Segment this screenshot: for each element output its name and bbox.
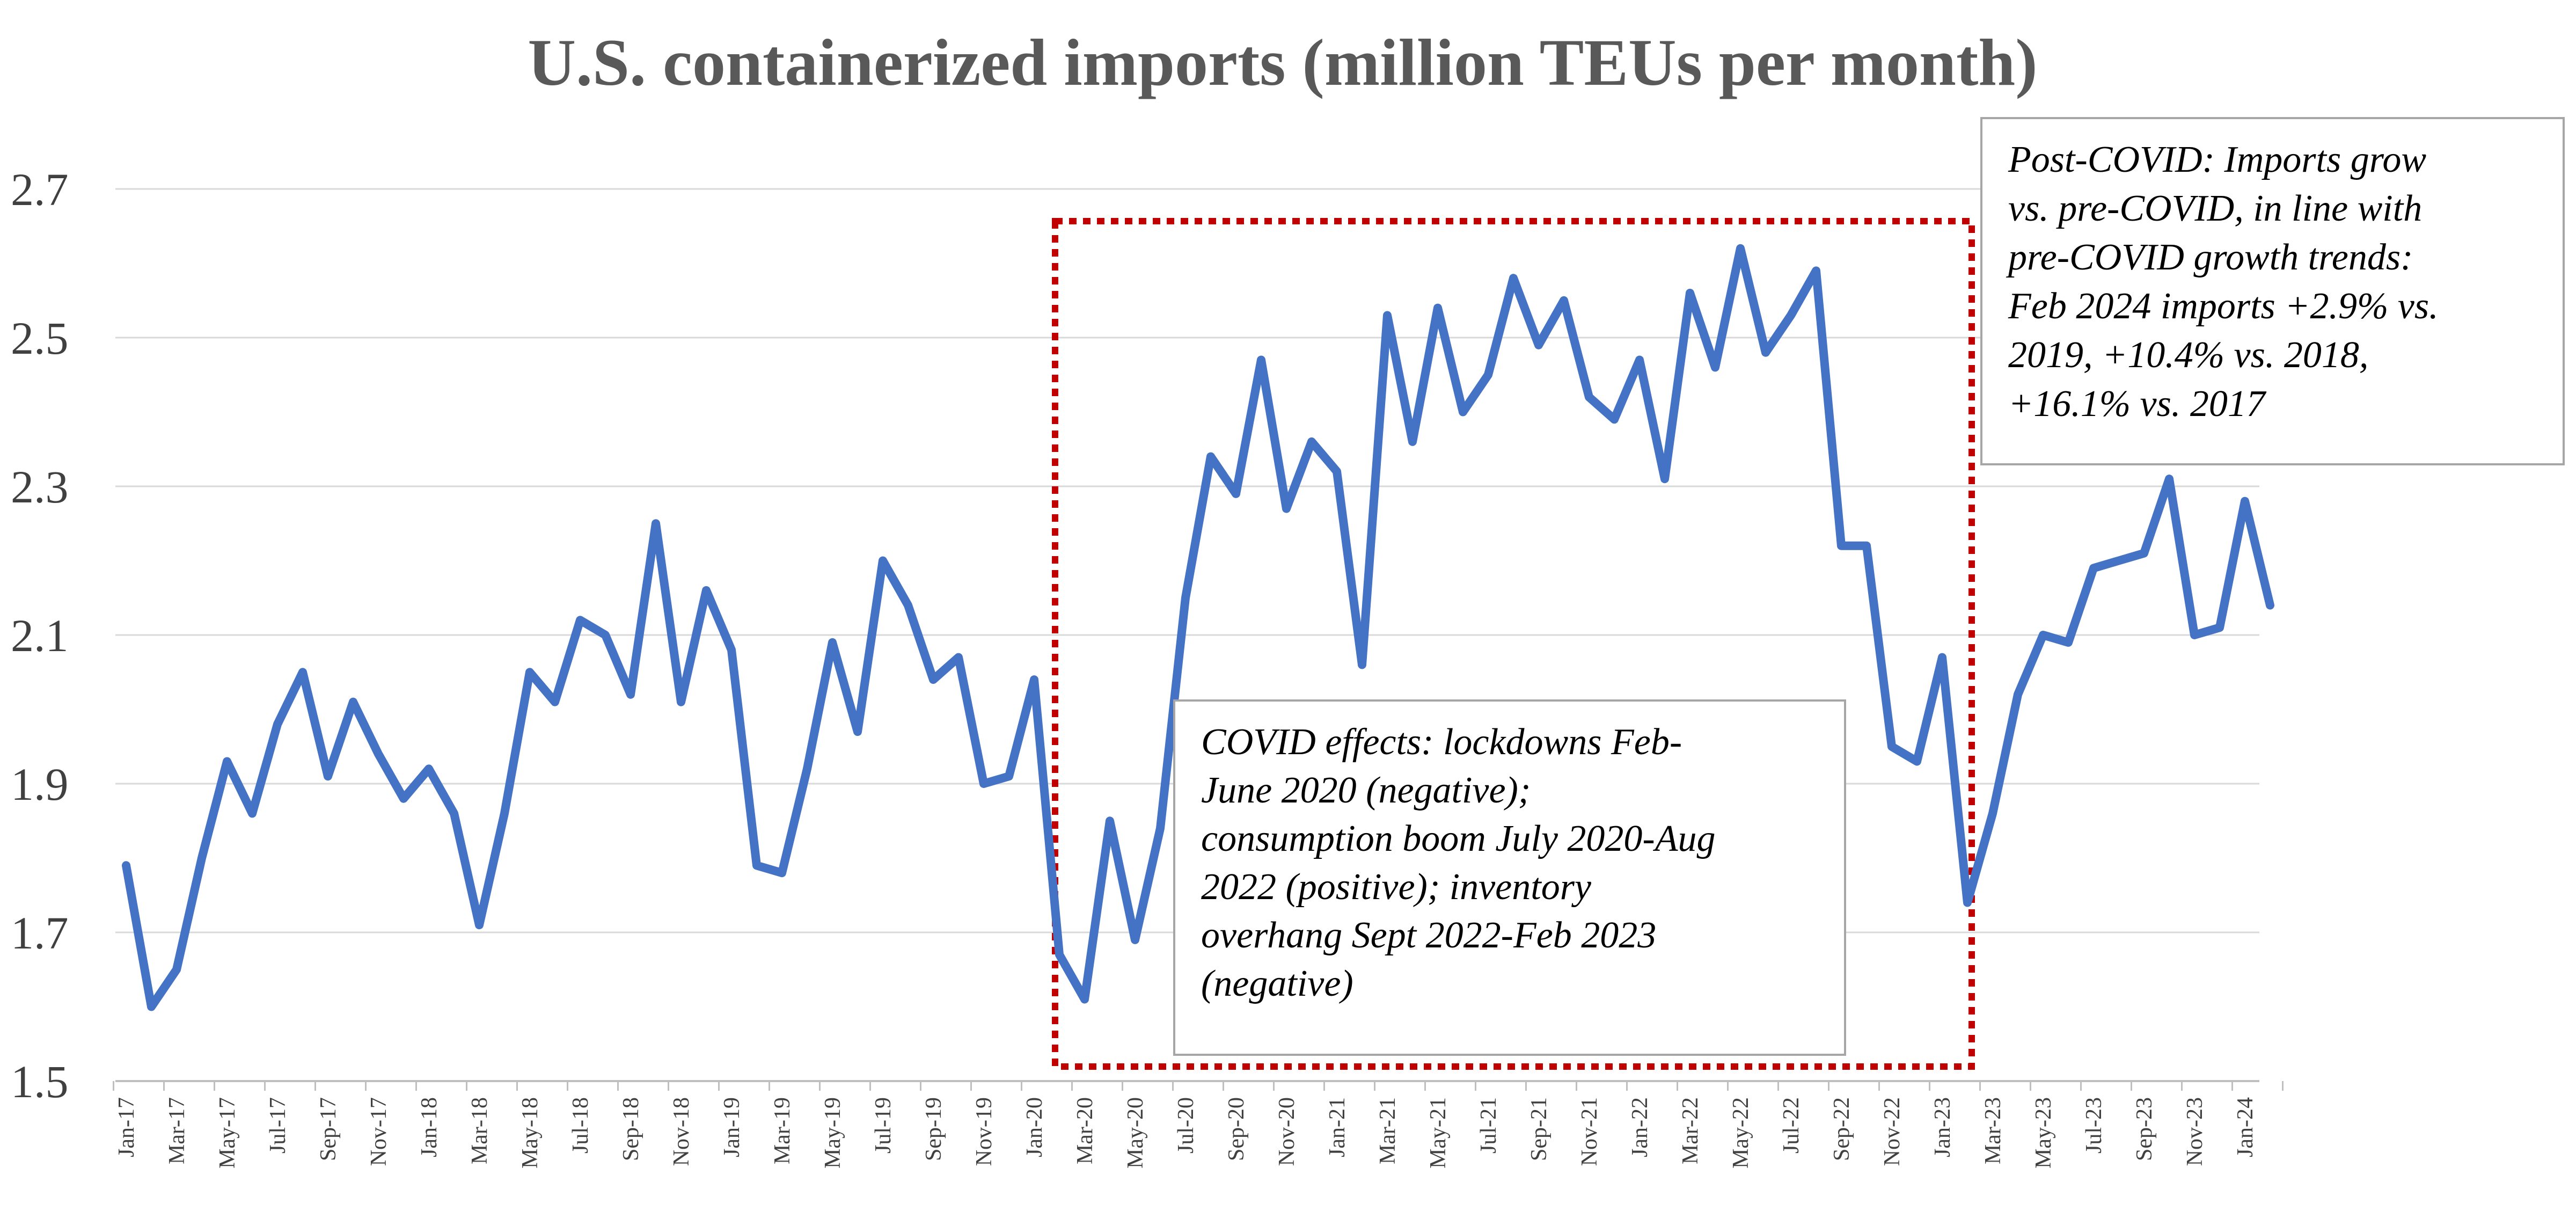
x-tick-label: Nov-18: [669, 1097, 694, 1166]
x-tick-label: Sep-18: [619, 1097, 643, 1161]
x-tick-label: Sep-17: [316, 1097, 341, 1161]
annotation-line: (negative): [1201, 963, 1353, 1004]
y-tick-label: 1.5: [11, 1056, 69, 1107]
x-tick-label: Mar-23: [1981, 1097, 2006, 1164]
annotation-line: June 2020 (negative);: [1201, 770, 1531, 811]
x-tick-label: May-17: [215, 1097, 240, 1169]
x-tick-label: Sep-19: [921, 1097, 946, 1161]
x-axis-tick-labels: Jan-17 Mar-17 May-17 Jul-17 Sep-17 Nov-17 Jan-…: [114, 1097, 2258, 1169]
x-tick-label: Jan-21: [1325, 1097, 1350, 1157]
covid-effects-annotation: COVID effects: lockdowns Feb- June 2020 (…: [1173, 699, 1846, 1056]
y-tick-label: 1.7: [11, 907, 69, 959]
annotation-line: consumption boom July 2020-Aug: [1201, 818, 1715, 859]
x-axis: [113, 1080, 2284, 1091]
covid-highlight-box: [1052, 218, 1975, 1070]
x-tick-label: May-23: [2031, 1097, 2056, 1169]
y-axis-tick-labels: 1.5 1.7 1.9 2.1 2.3 2.5 2.7: [11, 164, 69, 1107]
x-tick-label: Nov-22: [1880, 1097, 1905, 1166]
x-tick-label: Mar-21: [1375, 1097, 1400, 1164]
x-tick-label: Jan-22: [1628, 1097, 1652, 1157]
y-tick-label: 2.5: [11, 312, 69, 364]
annotation-line: Feb 2024 imports +2.9% vs.: [2008, 286, 2439, 327]
x-tick-label: Jan-19: [720, 1097, 744, 1157]
annotation-line: Post-COVID: Imports grow: [2008, 139, 2426, 180]
series-lines: [122, 244, 2274, 1011]
x-tick-label: Jul-17: [266, 1097, 290, 1154]
x-tick-label: Mar-17: [165, 1097, 189, 1164]
x-tick-label: Nov-23: [2183, 1097, 2207, 1166]
annotation-line: 2019, +10.4% vs. 2018,: [2008, 334, 2368, 376]
y-tick-label: 2.1: [11, 610, 69, 661]
x-tick-label: Jul-23: [2082, 1097, 2106, 1154]
x-tick-label: Mar-22: [1678, 1097, 1703, 1164]
x-tick-label: Nov-20: [1275, 1097, 1299, 1166]
annotation-box: [1980, 117, 2565, 465]
x-tick-label: May-19: [821, 1097, 845, 1169]
x-tick-label: Jul-18: [568, 1097, 593, 1154]
x-tick-label: May-22: [1729, 1097, 1753, 1169]
x-tick-label: Sep-21: [1527, 1097, 1552, 1161]
gridlines: [115, 188, 2259, 933]
annotation-line: vs. pre-COVID, in line with: [2008, 188, 2422, 229]
x-tick-label: Jan-23: [1930, 1097, 1955, 1157]
x-tick-label: Sep-20: [1224, 1097, 1249, 1161]
annotation-line: COVID effects: lockdowns Feb-: [1201, 721, 1682, 763]
x-tick-label: May-18: [518, 1097, 543, 1169]
x-tick-label: Mar-18: [467, 1097, 492, 1164]
x-tick-label: Sep-23: [2132, 1097, 2157, 1161]
post-covid-annotation: Post-COVID: Imports grow vs. pre-COVID, i…: [1980, 117, 2565, 465]
x-tick-label: May-20: [1123, 1097, 1148, 1169]
x-tick-label: May-21: [1426, 1097, 1451, 1169]
annotation-line: pre-COVID growth trends:: [2006, 237, 2413, 278]
x-tick-label: Jul-21: [1476, 1097, 1501, 1154]
annotation-box: [1173, 699, 1846, 1056]
x-tick-label: Jan-24: [2233, 1097, 2258, 1157]
chart-title: U.S. containerized imports (million TEUs…: [528, 26, 2037, 99]
annotation-line: +16.1% vs. 2017: [2008, 383, 2267, 425]
covid-period-highlight: [1052, 218, 1975, 1070]
x-tick-label: Mar-20: [1073, 1097, 1097, 1164]
annotation-line: 2022 (positive); inventory: [1201, 866, 1592, 908]
x-tick-label: Nov-21: [1577, 1097, 1602, 1166]
x-tick-label: Jan-18: [417, 1097, 442, 1157]
y-tick-label: 1.9: [11, 758, 69, 810]
series-line: [122, 244, 2274, 1011]
x-tick-label: Jan-17: [114, 1097, 139, 1157]
x-tick-label: Mar-19: [770, 1097, 795, 1164]
y-tick-label: 2.7: [11, 164, 69, 215]
annotation-line: overhang Sept 2022-Feb 2023: [1201, 915, 1656, 956]
x-tick-label: Nov-19: [972, 1097, 997, 1166]
x-tick-label: Sep-22: [1829, 1097, 1854, 1161]
x-tick-label: Jan-20: [1022, 1097, 1047, 1157]
y-tick-label: 2.3: [11, 461, 69, 513]
x-tick-label: Jul-22: [1779, 1097, 1804, 1154]
x-tick-label: Jul-20: [1174, 1097, 1198, 1154]
x-tick-label: Nov-17: [367, 1097, 391, 1166]
x-tick-label: Jul-19: [871, 1097, 896, 1154]
